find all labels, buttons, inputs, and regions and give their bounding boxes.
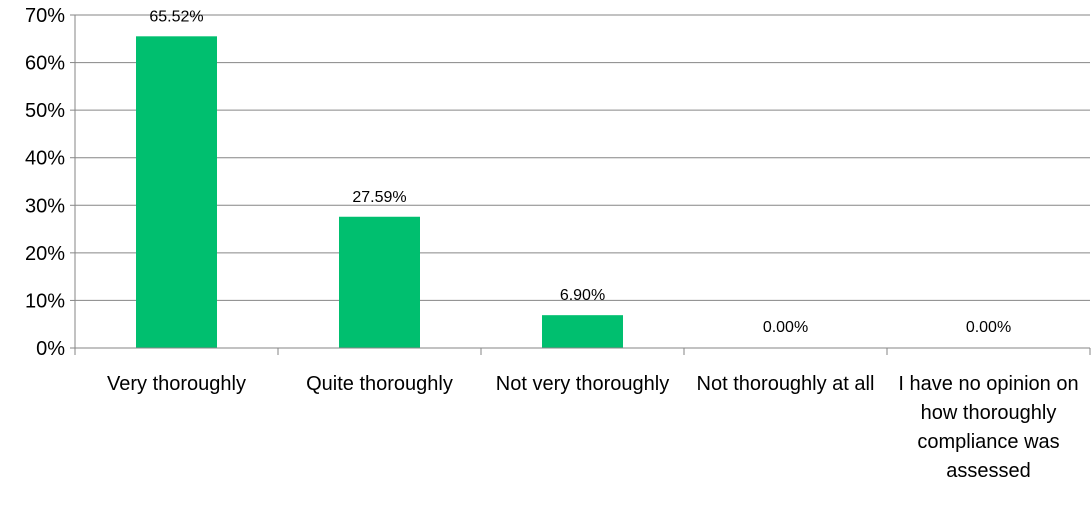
y-tick-label: 60%: [25, 53, 65, 75]
bar-1: [339, 216, 420, 348]
y-tick-label: 70%: [25, 5, 65, 27]
y-tick-label: 50%: [25, 100, 65, 122]
y-tick-label: 10%: [25, 290, 65, 312]
x-category-label-3: Not thoroughly at all: [697, 373, 875, 395]
y-tick-label: 40%: [25, 148, 65, 170]
y-tick-label: 20%: [25, 243, 65, 265]
data-labels: 65.52% 27.59% 6.90% 0.00% 0.00%: [149, 8, 1011, 336]
x-category-label-0: Very thoroughly: [107, 373, 246, 395]
data-label-4: 0.00%: [966, 319, 1011, 336]
x-category-label-2: Not very thoroughly: [496, 373, 669, 395]
y-tick-label: 0%: [36, 338, 65, 360]
data-label-2: 6.90%: [560, 287, 605, 304]
bar-0: [136, 36, 217, 348]
gridlines: [75, 14, 1090, 301]
data-label-0: 65.52%: [149, 8, 203, 25]
y-tick-label: 30%: [25, 195, 65, 217]
x-category-label-4: I have no opinion on how thoroughly compli…: [898, 373, 1078, 482]
bars: [136, 36, 623, 348]
x-category-labels: Very thoroughly Quite thoroughly Not very …: [107, 373, 1079, 482]
y-tick-labels: 0% 10% 20% 30% 40% 50% 60% 70%: [25, 5, 65, 360]
bar-2: [542, 315, 623, 348]
data-label-1: 27.59%: [352, 189, 406, 206]
data-label-3: 0.00%: [763, 319, 808, 336]
x-category-label-1: Quite thoroughly: [306, 373, 453, 395]
axes: [70, 14, 1091, 355]
